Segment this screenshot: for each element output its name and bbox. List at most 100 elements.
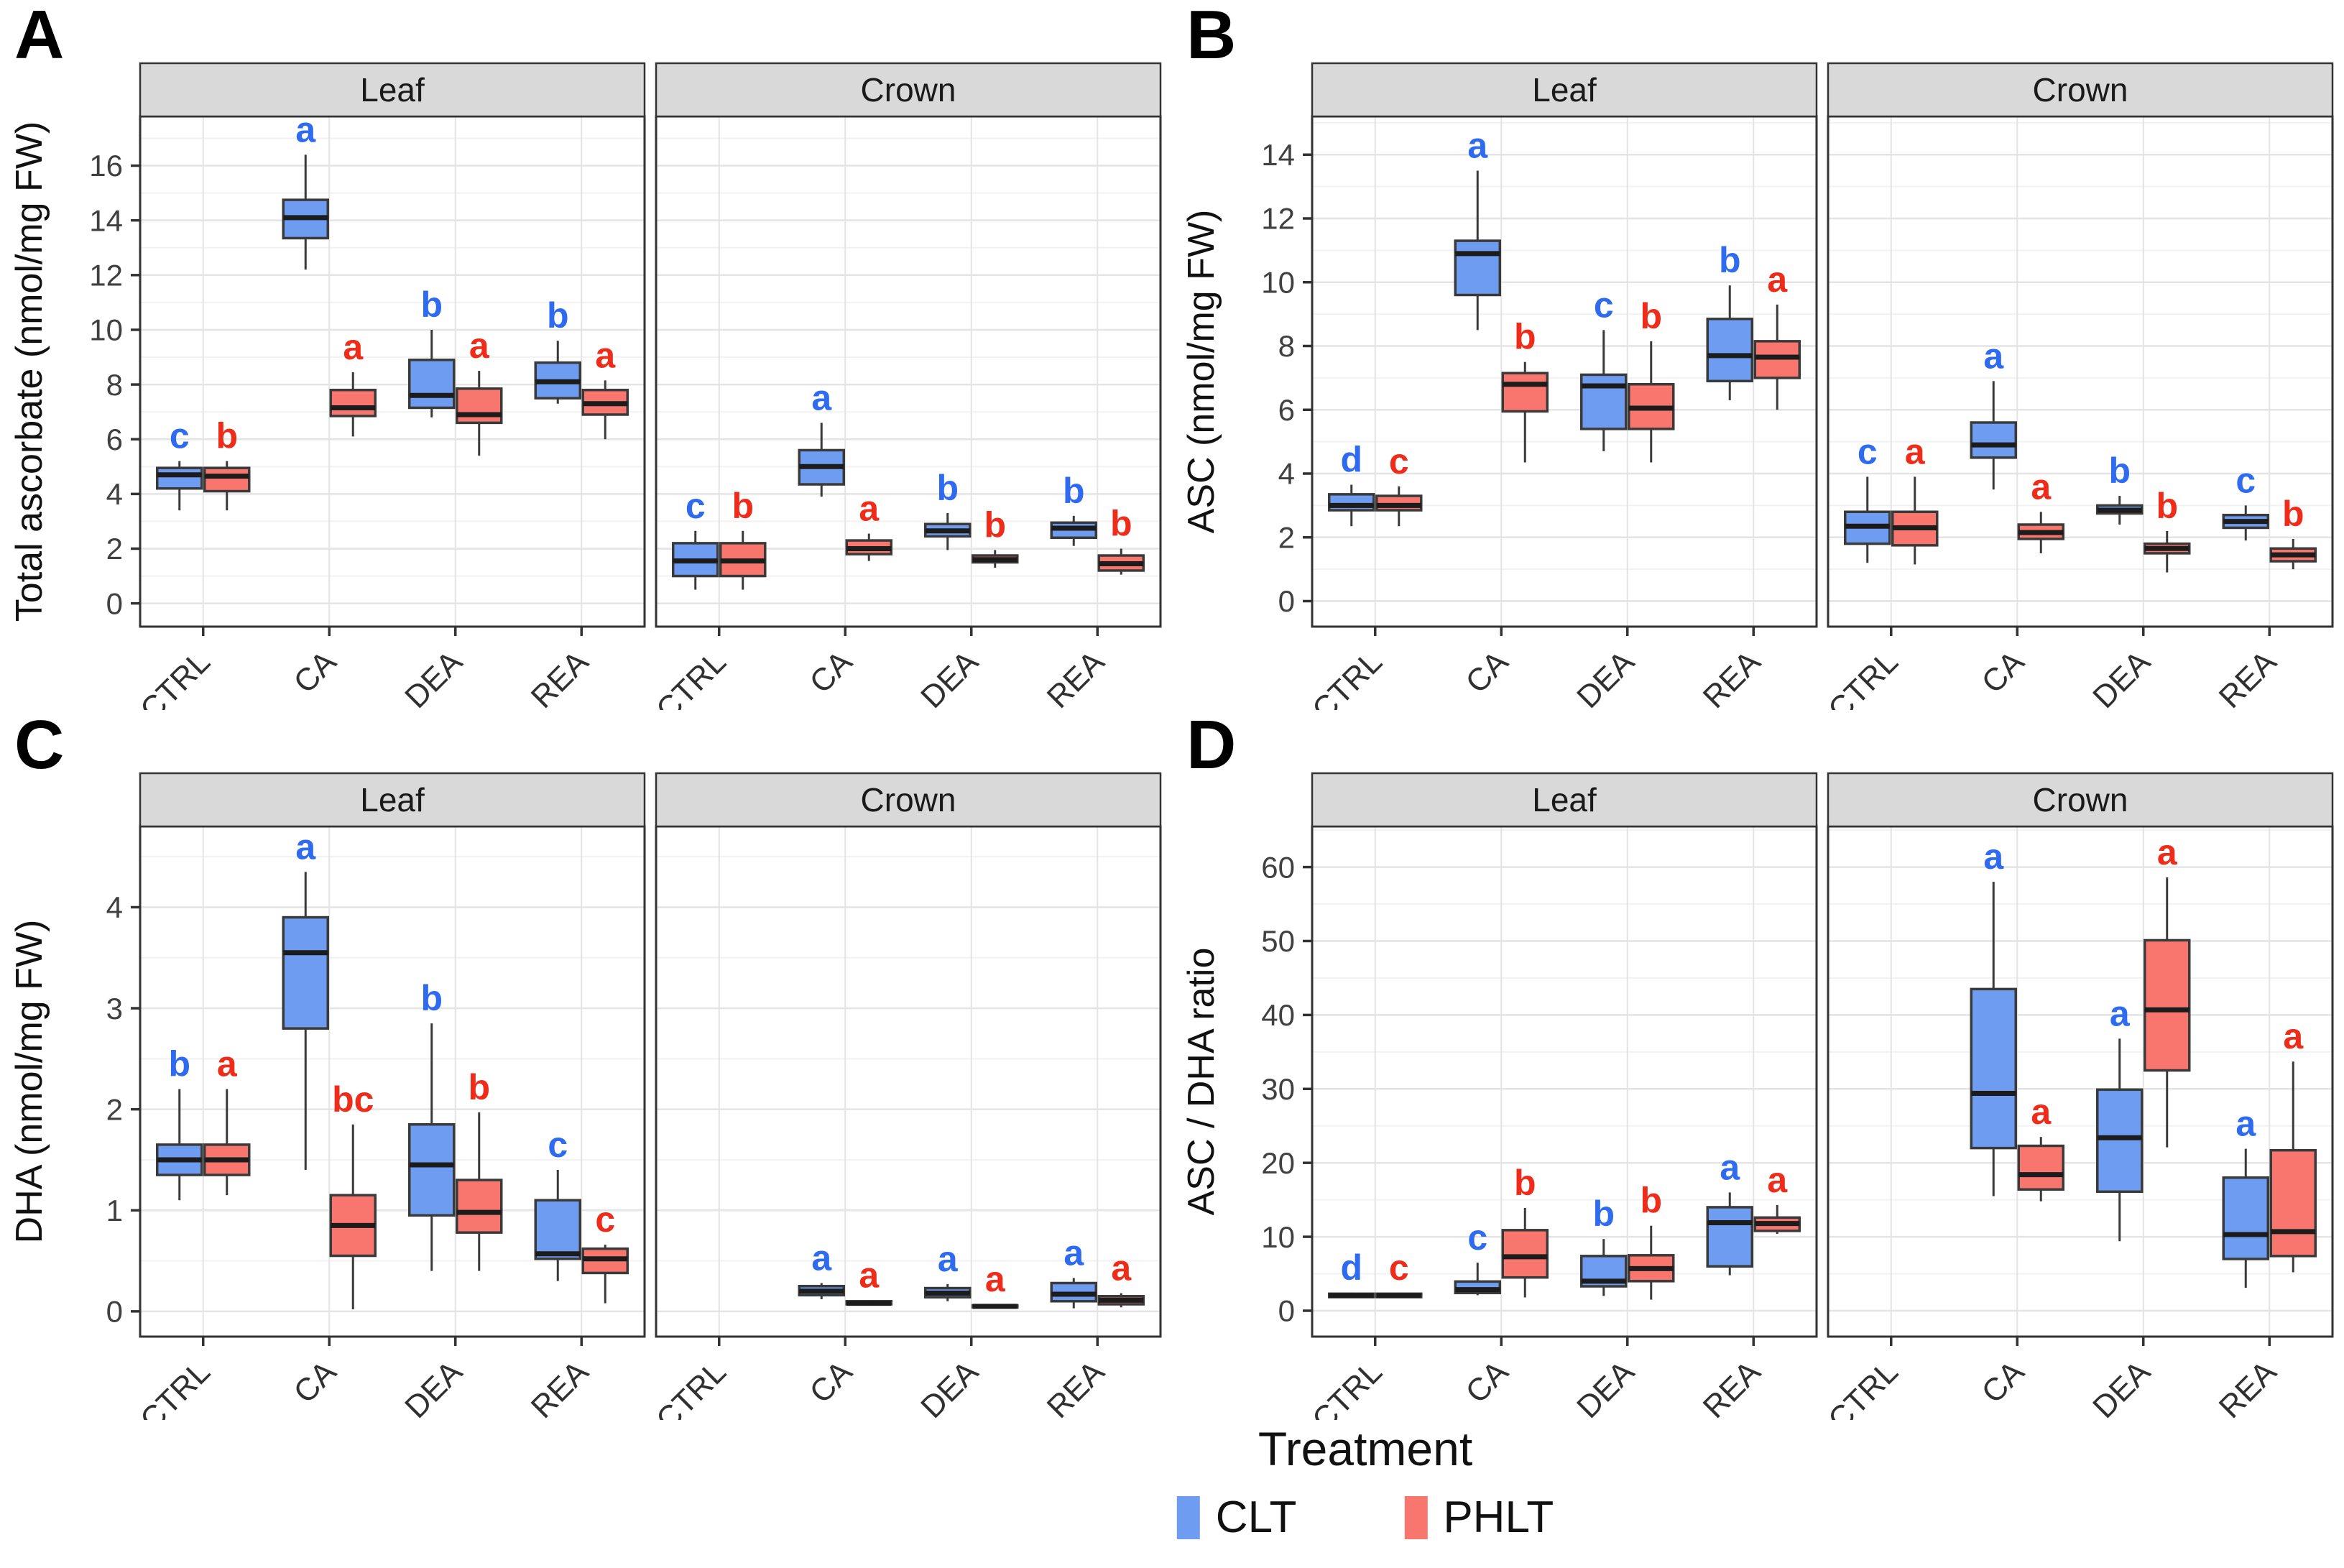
svg-text:12: 12	[1261, 202, 1295, 236]
svg-text:4: 4	[106, 477, 123, 511]
svg-text:CA: CA	[803, 644, 859, 700]
svg-text:b: b	[1514, 1163, 1536, 1203]
svg-text:DEA: DEA	[1570, 1354, 1641, 1420]
svg-text:CTRL: CTRL	[1306, 1354, 1389, 1420]
svg-text:ASC (nmol/mg FW): ASC (nmol/mg FW)	[1181, 210, 1222, 534]
svg-text:10: 10	[89, 313, 123, 347]
svg-text:CTRL: CTRL	[1822, 644, 1905, 710]
svg-text:10: 10	[1261, 1220, 1295, 1254]
svg-text:a: a	[811, 1237, 832, 1278]
panel-a: A Total ascorbate (nmol/mg FW) 0 2 4 6 8 10 12 1…	[0, 0, 1172, 710]
svg-text:0: 0	[106, 1295, 123, 1329]
panel-a-letter: A	[14, 0, 65, 73]
svg-text:b: b	[420, 285, 443, 325]
legend: Treatment CLT PHLT	[1176, 1421, 1554, 1543]
svg-text:c: c	[1389, 1248, 1409, 1288]
svg-text:a: a	[1720, 1147, 1740, 1187]
svg-text:a: a	[1905, 431, 1926, 471]
svg-text:DHA (nmol/mg FW): DHA (nmol/mg FW)	[9, 920, 50, 1244]
svg-text:c: c	[1389, 441, 1409, 481]
svg-text:a: a	[1111, 1248, 1132, 1288]
svg-text:c: c	[1594, 285, 1614, 325]
panel-d-letter: D	[1186, 706, 1237, 783]
svg-text:b: b	[420, 978, 443, 1018]
svg-text:REA: REA	[2213, 644, 2284, 710]
svg-text:Crown: Crown	[861, 781, 956, 818]
svg-text:a: a	[295, 826, 316, 867]
svg-text:REA: REA	[1041, 644, 1112, 710]
svg-text:CA: CA	[1975, 644, 2031, 700]
svg-text:a: a	[938, 1239, 959, 1279]
svg-text:c: c	[2235, 460, 2256, 500]
svg-text:12: 12	[89, 259, 123, 292]
panel-a-plot: Total ascorbate (nmol/mg FW) 0 2 4 6 8 10 12 14 1…	[9, 62, 1162, 710]
legend-item-clt: CLT	[1176, 1492, 1297, 1543]
svg-text:1: 1	[106, 1194, 123, 1227]
legend-swatch-clt	[1176, 1495, 1200, 1539]
svg-text:6: 6	[1278, 393, 1295, 427]
svg-text:CTRL: CTRL	[134, 1354, 217, 1420]
svg-text:0: 0	[1278, 584, 1295, 618]
svg-text:CA: CA	[1459, 1354, 1515, 1410]
svg-text:8: 8	[1278, 329, 1295, 363]
svg-text:b: b	[1640, 1181, 1662, 1221]
svg-text:a: a	[2031, 1092, 2052, 1132]
panel-b: B ASC (nmol/mg FW) 0 2 4 6 8 10 12 14 d c a b c b b a Lea…	[1172, 0, 2344, 710]
svg-text:2: 2	[106, 1092, 123, 1126]
svg-text:a: a	[2283, 1016, 2304, 1056]
svg-text:8: 8	[106, 368, 123, 402]
svg-text:40: 40	[1261, 998, 1295, 1032]
svg-text:c: c	[548, 1125, 568, 1165]
panel-c-letter: C	[14, 706, 65, 783]
svg-text:DEA: DEA	[1570, 644, 1641, 710]
svg-text:b: b	[547, 295, 569, 336]
svg-text:a: a	[1767, 1160, 1788, 1200]
svg-text:16: 16	[89, 149, 123, 183]
legend-label-clt: CLT	[1215, 1493, 1297, 1542]
legend-item-phlt: PHLT	[1404, 1492, 1554, 1543]
svg-text:c: c	[1467, 1217, 1487, 1258]
svg-text:Leaf: Leaf	[1532, 781, 1597, 818]
svg-text:CA: CA	[1975, 1354, 2031, 1410]
svg-text:ASC / DHA ratio: ASC / DHA ratio	[1181, 948, 1222, 1216]
legend-items: CLT PHLT	[1176, 1492, 1554, 1543]
svg-text:0: 0	[106, 586, 123, 620]
svg-text:b: b	[732, 486, 754, 526]
legend-title: Treatment	[1258, 1422, 1473, 1475]
svg-text:a: a	[595, 335, 616, 375]
svg-text:DEA: DEA	[398, 644, 469, 710]
svg-text:DEA: DEA	[2086, 644, 2157, 710]
svg-text:a: a	[859, 489, 880, 529]
svg-text:a: a	[1983, 836, 2004, 877]
svg-text:bc: bc	[332, 1079, 374, 1120]
svg-text:3: 3	[106, 992, 123, 1025]
svg-text:DEA: DEA	[2086, 1354, 2157, 1420]
svg-text:b: b	[1063, 471, 1085, 511]
svg-text:CTRL: CTRL	[1822, 1354, 1905, 1420]
svg-text:a: a	[343, 327, 364, 367]
svg-text:REA: REA	[1697, 1354, 1768, 1420]
panel-b-letter: B	[1186, 0, 1237, 73]
svg-text:CTRL: CTRL	[1306, 644, 1389, 710]
svg-text:REA: REA	[525, 644, 596, 710]
svg-text:0: 0	[1278, 1294, 1295, 1328]
svg-text:14: 14	[1261, 138, 1295, 172]
svg-text:Leaf: Leaf	[360, 71, 425, 109]
svg-text:Crown: Crown	[2033, 71, 2128, 109]
svg-text:REA: REA	[1041, 1354, 1112, 1420]
svg-text:10: 10	[1261, 265, 1295, 299]
svg-text:4: 4	[106, 890, 123, 924]
svg-text:b: b	[2282, 494, 2304, 534]
svg-text:CA: CA	[803, 1354, 859, 1410]
svg-text:6: 6	[106, 423, 123, 456]
svg-text:b: b	[1514, 317, 1536, 357]
legend-swatch-phlt	[1404, 1495, 1428, 1539]
svg-text:a: a	[1983, 336, 2004, 376]
svg-text:a: a	[2031, 466, 2052, 507]
svg-text:c: c	[1858, 431, 1878, 471]
svg-text:b: b	[1110, 504, 1132, 544]
